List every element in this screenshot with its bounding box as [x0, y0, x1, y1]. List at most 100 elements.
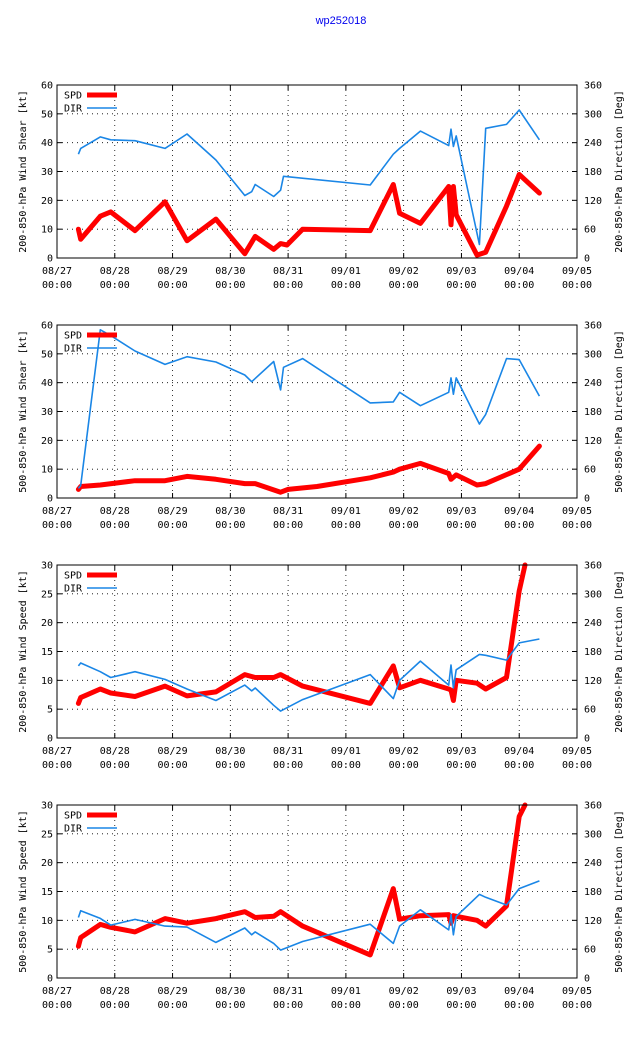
y-tick-label: 30 — [41, 167, 53, 178]
y2-tick-label: 300 — [584, 349, 602, 360]
x-tick-label-date: 08/28 — [100, 506, 130, 517]
x-tick-label-time: 00:00 — [158, 520, 188, 531]
legend-label-dir: DIR — [64, 104, 83, 115]
y2-tick-label: 180 — [584, 647, 602, 658]
y2-tick-label: 60 — [584, 225, 596, 236]
x-tick-label-date: 08/29 — [158, 746, 188, 757]
x-tick-label-time: 00:00 — [331, 520, 361, 531]
x-tick-label-date: 09/03 — [446, 986, 476, 997]
legend-label-spd: SPD — [64, 571, 82, 582]
x-tick-label-time: 00:00 — [273, 1000, 303, 1011]
x-tick-label-date: 08/31 — [273, 506, 303, 517]
x-tick-label-date: 09/01 — [331, 746, 361, 757]
x-tick-label-time: 00:00 — [446, 760, 476, 771]
x-tick-label-date: 09/05 — [562, 506, 592, 517]
y-tick-label: 40 — [41, 138, 53, 149]
y-tick-label: 20 — [41, 618, 53, 629]
x-tick-label-date: 08/27 — [42, 746, 72, 757]
x-tick-label-time: 00:00 — [42, 280, 72, 291]
y-axis-label-left: 500-850-hPa Wind Shear [kt] — [18, 330, 29, 493]
x-tick-label-time: 00:00 — [215, 1000, 245, 1011]
x-tick-label-date: 08/31 — [273, 266, 303, 277]
x-tick-label-time: 00:00 — [158, 1000, 188, 1011]
x-tick-label-time: 00:00 — [331, 1000, 361, 1011]
y2-tick-label: 120 — [584, 916, 602, 927]
legend-label-spd: SPD — [64, 811, 82, 822]
x-tick-label-date: 08/28 — [100, 986, 130, 997]
y2-tick-label: 60 — [584, 705, 596, 716]
y2-tick-label: 300 — [584, 109, 602, 120]
x-tick-label-time: 00:00 — [562, 280, 592, 291]
x-tick-label-date: 08/30 — [215, 986, 245, 997]
x-tick-label-date: 09/04 — [504, 746, 534, 757]
y-axis-label-right: 500-850-hPa Direction [Deg] — [614, 810, 625, 973]
x-tick-label-date: 09/01 — [331, 986, 361, 997]
y2-tick-label: 360 — [584, 321, 602, 332]
y-tick-label: 10 — [41, 465, 53, 476]
y2-tick-label: 300 — [584, 829, 602, 840]
x-tick-label-time: 00:00 — [100, 760, 130, 771]
x-tick-label-date: 09/01 — [331, 506, 361, 517]
x-tick-label-time: 00:00 — [158, 760, 188, 771]
x-tick-label-time: 00:00 — [562, 760, 592, 771]
chart-title: wp252018 — [315, 15, 367, 27]
x-tick-label-date: 08/28 — [100, 746, 130, 757]
x-tick-label-date: 09/05 — [562, 986, 592, 997]
series-dir-line — [77, 638, 540, 712]
y2-tick-label: 240 — [584, 378, 602, 389]
x-tick-label-time: 00:00 — [389, 1000, 419, 1011]
y-tick-label: 20 — [41, 196, 53, 207]
chart-panel-2: 0 10 20 30 40 50 60 0 60 120 180 240 300 360 08/27 00:0… — [18, 321, 625, 532]
series-dir-line — [77, 328, 541, 489]
y2-tick-label: 180 — [584, 407, 602, 418]
y-tick-label: 15 — [41, 887, 53, 898]
x-tick-label-date: 09/03 — [446, 506, 476, 517]
x-tick-label-date: 08/27 — [42, 266, 72, 277]
y2-tick-label: 120 — [584, 436, 602, 447]
plot-frame — [56, 324, 578, 499]
y2-tick-label: 60 — [584, 945, 596, 956]
x-tick-label-time: 00:00 — [389, 280, 419, 291]
y-tick-label: 5 — [47, 705, 53, 716]
plot-frame — [56, 804, 578, 979]
x-tick-label-time: 00:00 — [504, 760, 534, 771]
x-tick-label-date: 09/05 — [562, 266, 592, 277]
x-tick-label-date: 08/31 — [273, 746, 303, 757]
y2-tick-label: 0 — [584, 974, 590, 985]
y-tick-label: 15 — [41, 647, 53, 658]
y2-tick-label: 240 — [584, 618, 602, 629]
series-dir-line — [77, 880, 540, 951]
y-tick-label: 25 — [41, 829, 53, 840]
y-tick-label: 60 — [41, 81, 53, 92]
x-tick-label-date: 08/28 — [100, 266, 130, 277]
x-tick-label-date: 09/05 — [562, 746, 592, 757]
y-tick-label: 50 — [41, 109, 53, 120]
x-tick-label-date: 08/27 — [42, 986, 72, 997]
x-tick-label-date: 08/27 — [42, 506, 72, 517]
x-tick-label-time: 00:00 — [331, 280, 361, 291]
x-tick-label-time: 00:00 — [42, 1000, 72, 1011]
y-tick-label: 10 — [41, 225, 53, 236]
legend-label-dir: DIR — [64, 824, 83, 835]
chart-panel-3: 05101520253006012018024030036008/2700:00… — [18, 561, 625, 772]
x-tick-label-date: 08/30 — [215, 746, 245, 757]
legend-label-spd: SPD — [64, 91, 82, 102]
y2-tick-label: 120 — [584, 196, 602, 207]
y-tick-label: 50 — [41, 349, 53, 360]
series-spd-line — [75, 562, 528, 706]
x-tick-label-date: 09/02 — [389, 506, 419, 517]
x-tick-label-date: 09/02 — [389, 746, 419, 757]
x-tick-label-date: 08/29 — [158, 506, 188, 517]
y-tick-label: 20 — [41, 858, 53, 869]
y2-tick-label: 120 — [584, 676, 602, 687]
y2-tick-label: 360 — [584, 81, 602, 92]
y-tick-label: 30 — [41, 801, 53, 812]
x-tick-label-time: 00:00 — [42, 760, 72, 771]
chart-panel-1: 0 10 20 30 40 50 60 0 60 120 180 240 300 360 08/27 00:0… — [18, 81, 625, 292]
x-tick-label-date: 08/30 — [215, 506, 245, 517]
x-tick-label-time: 00:00 — [331, 760, 361, 771]
y2-tick-label: 300 — [584, 589, 602, 600]
series-spd-line — [75, 171, 542, 258]
y-axis-label-left: 200-850-hPa Wind Shear [kt] — [18, 90, 29, 253]
x-tick-label-time: 00:00 — [100, 280, 130, 291]
